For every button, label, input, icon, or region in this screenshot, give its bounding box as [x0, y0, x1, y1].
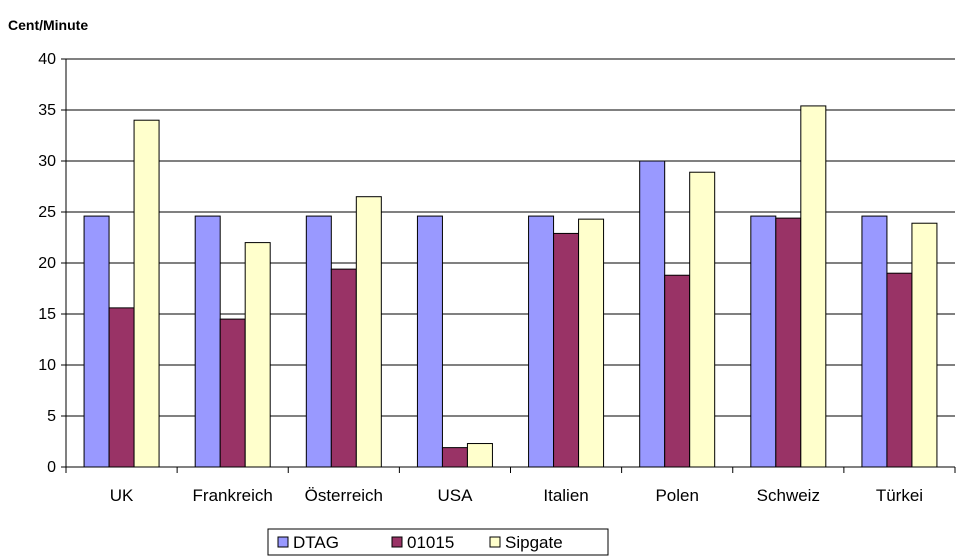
y-tick-label: 10 — [38, 357, 56, 374]
y-tick-label: 20 — [38, 255, 56, 272]
bar-sipgate-6 — [689, 171, 716, 468]
bar-sipgate-8 — [911, 222, 938, 468]
y-tick-labels: 0 5 10 15 20 25 30 35 40 — [38, 51, 56, 476]
legend-label-dtag: DTAG — [293, 533, 339, 552]
x-category-label: Schweiz — [757, 486, 820, 505]
y-tick-label: 5 — [47, 408, 56, 425]
y-tick-label: 0 — [47, 459, 56, 476]
bar-01015-1 — [108, 307, 135, 468]
bar-dtag-4 — [416, 215, 443, 468]
legend-box — [267, 528, 609, 556]
y-tick-label: 30 — [38, 153, 56, 170]
bar-01015-5 — [553, 232, 580, 468]
y-axis-title: Cent/Minute — [8, 17, 88, 33]
y-tick-label: 25 — [38, 204, 56, 221]
legend-swatch-01015 — [391, 536, 403, 548]
bars — [83, 105, 938, 468]
bar-01015-3 — [330, 268, 357, 468]
bar-sipgate-4 — [466, 443, 493, 468]
bar-sipgate-1 — [133, 119, 160, 468]
bar-01015-4 — [441, 447, 468, 468]
legend-label-01015: 01015 — [407, 533, 454, 552]
legend-swatch-dtag — [277, 536, 289, 548]
bar-dtag-2 — [194, 215, 221, 468]
bar-dtag-6 — [639, 160, 666, 468]
legend-label-sipgate: Sipgate — [505, 533, 563, 552]
legend-swatch-sipgate — [489, 536, 501, 548]
x-category-labels: UK Frankreich Österreich USA Italien Polen Sch… — [110, 486, 923, 505]
bar-dtag-8 — [861, 215, 888, 468]
bar-sipgate-2 — [244, 242, 271, 468]
bar-01015-6 — [664, 274, 691, 468]
bar-01015-7 — [775, 217, 802, 468]
y-tick-label: 40 — [38, 51, 56, 68]
x-category-label: UK — [110, 486, 134, 505]
bar-dtag-3 — [305, 215, 332, 468]
x-category-label: Italien — [543, 486, 588, 505]
y-tick-label: 15 — [38, 306, 56, 323]
bar-01015-2 — [219, 318, 246, 468]
bar-sipgate-7 — [800, 105, 827, 468]
axes — [61, 58, 956, 473]
x-category-label: Frankreich — [193, 486, 273, 505]
bar-01015-8 — [886, 272, 913, 468]
x-category-label: USA — [437, 486, 473, 505]
x-category-label: Österreich — [305, 486, 383, 505]
bar-dtag-5 — [528, 215, 555, 468]
x-category-label: Türkei — [876, 486, 923, 505]
bar-dtag-1 — [83, 215, 110, 468]
legend: DTAG 01015 Sipgate — [267, 528, 609, 556]
bar-dtag-7 — [750, 215, 777, 468]
bar-sipgate-5 — [578, 218, 605, 468]
y-tick-label: 35 — [38, 102, 56, 119]
bar-sipgate-3 — [355, 196, 382, 468]
x-category-label: Polen — [655, 486, 698, 505]
